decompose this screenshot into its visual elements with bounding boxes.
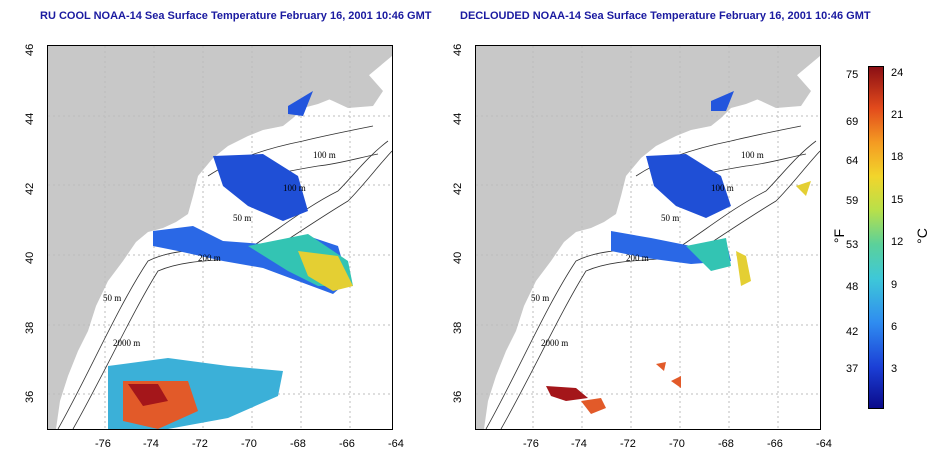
- right-xtick--68: -68: [718, 438, 734, 450]
- left-xtick--64: -64: [388, 438, 404, 450]
- colorbar-c-3: 3: [891, 363, 898, 375]
- right-ytick-42: 42: [452, 182, 464, 195]
- colorbar-c-6: 6: [891, 321, 898, 333]
- colorbar-f-42: 42: [846, 326, 859, 338]
- temperature-colorbar: [868, 66, 884, 409]
- left-ytick-46: 46: [24, 43, 36, 56]
- left-xtick--74: -74: [143, 438, 159, 450]
- contour-label-3: 50 m: [233, 213, 251, 223]
- right-xtick--66: -66: [767, 438, 783, 450]
- left-map-graphic: 100 m 100 m 50 m 200 m 50 m 2000 m: [48, 46, 392, 429]
- colorbar-c-15: 15: [891, 194, 904, 206]
- colorbar-f-59: 59: [846, 195, 859, 207]
- contour-label-3: 50 m: [661, 213, 679, 223]
- left-xtick--76: -76: [95, 438, 111, 450]
- right-map-graphic: 100 m 100 m 50 m 200 m 50 m 2000 m: [476, 46, 820, 429]
- colorbar-f-48: 48: [846, 281, 859, 293]
- colorbar-c-24: 24: [891, 67, 904, 79]
- left-xtick--72: -72: [192, 438, 208, 450]
- right-panel-title: DECLOUDED NOAA-14 Sea Surface Temperatur…: [460, 10, 871, 22]
- contour-labels: 100 m 100 m 50 m 200 m 50 m 2000 m: [531, 150, 764, 348]
- contour-label-2: 100 m: [711, 183, 734, 193]
- left-xtick--70: -70: [241, 438, 257, 450]
- left-ytick-36: 36: [24, 390, 36, 403]
- right-ytick-40: 40: [452, 251, 464, 264]
- left-sst-map: 100 m 100 m 50 m 200 m 50 m 2000 m: [47, 45, 393, 430]
- colorbar-f-53: 53: [846, 239, 859, 251]
- colorbar-c-21: 21: [891, 109, 904, 121]
- land-mass: [476, 46, 820, 429]
- colorbar-c-12: 12: [891, 236, 904, 248]
- contour-label-4: 200 m: [198, 253, 221, 263]
- contour-label-6: 2000 m: [541, 338, 568, 348]
- colorbar-c-18: 18: [891, 151, 904, 163]
- contour-label-6: 2000 m: [113, 338, 140, 348]
- right-xtick--70: -70: [669, 438, 685, 450]
- contour-label-5: 50 m: [103, 293, 121, 303]
- left-panel-title: RU COOL NOAA-14 Sea Surface Temperature …: [40, 10, 432, 22]
- colorbar-f-69: 69: [846, 116, 859, 128]
- left-ytick-38: 38: [24, 321, 36, 334]
- right-xtick--74: -74: [571, 438, 587, 450]
- right-ytick-36: 36: [452, 390, 464, 403]
- left-xtick--66: -66: [339, 438, 355, 450]
- colorbar-f-64: 64: [846, 155, 859, 167]
- contour-label-2: 100 m: [283, 183, 306, 193]
- left-ytick-42: 42: [24, 182, 36, 195]
- right-xtick--76: -76: [523, 438, 539, 450]
- left-xtick--68: -68: [290, 438, 306, 450]
- land-mass: [48, 46, 392, 429]
- contour-label-4: 200 m: [626, 253, 649, 263]
- contour-labels: 100 m 100 m 50 m 200 m 50 m 2000 m: [103, 150, 336, 348]
- right-xtick--64: -64: [816, 438, 832, 450]
- colorbar-f-75: 75: [846, 69, 859, 81]
- contour-label-5: 50 m: [531, 293, 549, 303]
- contour-label-1: 100 m: [313, 150, 336, 160]
- right-ytick-44: 44: [452, 112, 464, 125]
- contour-label-1: 100 m: [741, 150, 764, 160]
- right-xtick--72: -72: [620, 438, 636, 450]
- left-ytick-40: 40: [24, 251, 36, 264]
- fahrenheit-unit-label: °F: [831, 228, 848, 244]
- colorbar-f-37: 37: [846, 363, 859, 375]
- sst-patches: [546, 91, 811, 414]
- right-sst-map: 100 m 100 m 50 m 200 m 50 m 2000 m: [475, 45, 821, 430]
- colorbar-c-9: 9: [891, 279, 898, 291]
- right-ytick-38: 38: [452, 321, 464, 334]
- sst-patches: [108, 91, 353, 429]
- celsius-unit-label: °C: [913, 228, 930, 244]
- left-ytick-44: 44: [24, 112, 36, 125]
- right-ytick-46: 46: [452, 43, 464, 56]
